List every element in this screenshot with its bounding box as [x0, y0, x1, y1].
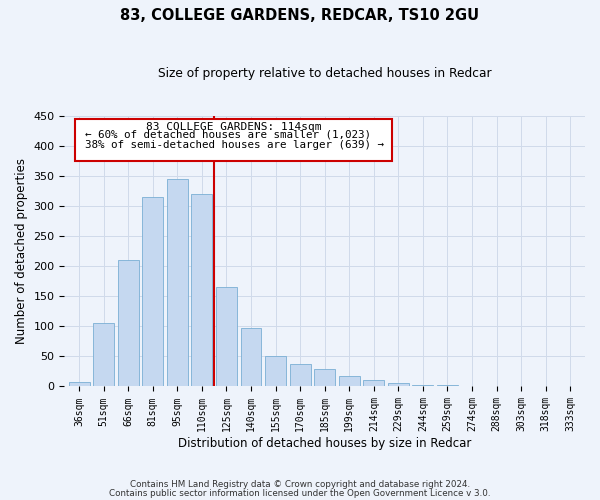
Bar: [216, 288, 237, 386]
Text: Contains public sector information licensed under the Open Government Licence v : Contains public sector information licen…: [109, 489, 491, 498]
Text: 38% of semi-detached houses are larger (639) →: 38% of semi-detached houses are larger (…: [85, 140, 384, 150]
Bar: [93, 324, 114, 386]
Bar: [412, 384, 433, 386]
X-axis label: Distribution of detached houses by size in Redcar: Distribution of detached houses by size …: [178, 437, 472, 450]
Bar: [142, 198, 163, 386]
Bar: [339, 376, 359, 386]
Text: 83, COLLEGE GARDENS, REDCAR, TS10 2GU: 83, COLLEGE GARDENS, REDCAR, TS10 2GU: [121, 8, 479, 22]
Bar: [265, 356, 286, 386]
Bar: [314, 369, 335, 386]
Bar: [388, 384, 409, 386]
Bar: [167, 180, 188, 386]
Bar: [290, 364, 311, 386]
Text: ← 60% of detached houses are smaller (1,023): ← 60% of detached houses are smaller (1,…: [85, 130, 371, 140]
Title: Size of property relative to detached houses in Redcar: Size of property relative to detached ho…: [158, 68, 491, 80]
Bar: [241, 328, 262, 386]
Y-axis label: Number of detached properties: Number of detached properties: [15, 158, 28, 344]
Text: Contains HM Land Registry data © Crown copyright and database right 2024.: Contains HM Land Registry data © Crown c…: [130, 480, 470, 489]
Bar: [364, 380, 384, 386]
Text: 83 COLLEGE GARDENS: 114sqm: 83 COLLEGE GARDENS: 114sqm: [146, 122, 322, 132]
Bar: [118, 260, 139, 386]
Bar: [191, 194, 212, 386]
FancyBboxPatch shape: [75, 119, 392, 161]
Bar: [69, 382, 89, 386]
